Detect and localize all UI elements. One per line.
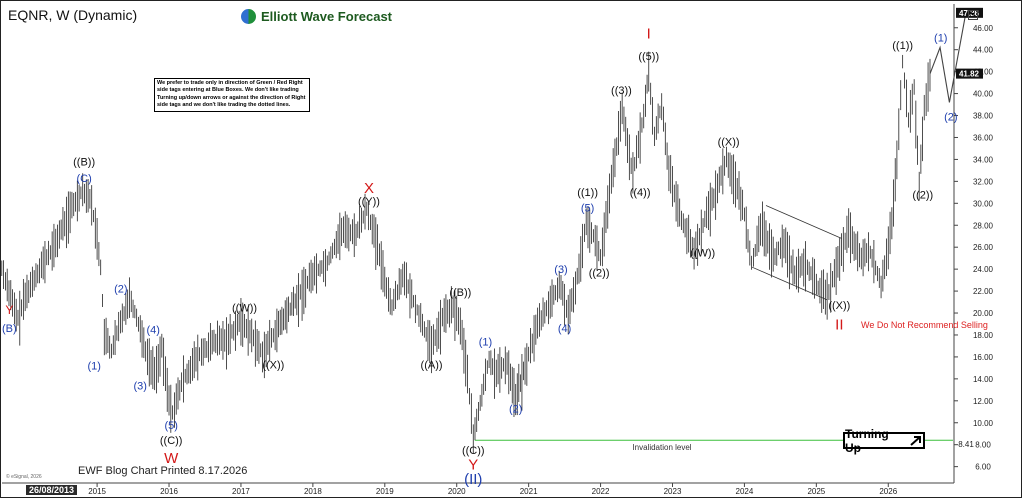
y-tick-label: 6.00 [975,463,991,472]
invalidation-label: Invalidation level [632,443,691,452]
wave-label: (3) [554,264,567,276]
copyright: © eSignal, 2026 [6,474,42,480]
channel-lower-line [751,266,828,301]
price-tag-box [956,68,983,79]
price-tag-label: 41.82 [959,70,980,79]
chart-settings-icon[interactable]: ▾ [968,10,978,20]
wave-label: ((A)) [421,359,443,371]
y-tick-label: 30.00 [973,199,994,208]
wave-label: ((2)) [589,267,610,279]
wave-label: II [835,316,843,333]
wave-label: (5) [581,203,594,215]
wave-label: (1) [934,32,947,44]
wave-label: (2) [509,403,522,415]
price-tag-label: 47.36 [959,9,980,18]
x-tick-label: 2017 [232,487,250,496]
y-tick-label: 46.00 [973,24,994,33]
trading-note: We prefer to trade only in direction of … [154,78,310,112]
wave-label: I [647,25,651,42]
invalidation-value: 8.41 [958,440,974,449]
turning-up-badge: Turning Up [843,427,925,455]
brand-name: Elliott Wave Forecast [261,9,392,24]
wave-label: ((1)) [892,40,913,52]
wave-label: ((2)) [912,189,933,201]
y-tick-label: 32.00 [973,177,994,186]
y-tick-label: 10.00 [973,419,994,428]
wave-label: ((1)) [577,187,598,199]
wave-label: ((5)) [638,51,659,63]
turning-up-label: Turning Up [845,426,889,455]
wave-label: (C) [77,173,92,185]
wave-label: ((Y)) [358,196,380,208]
wave-label: ((4)) [630,187,651,199]
wave-label: ((W)) [232,302,257,314]
y-tick-label: 22.00 [973,287,994,296]
y-tick-label: 16.00 [973,353,994,362]
selling-warning: We Do Not Recommend Selling [861,320,988,330]
wave-label: ((B)) [449,287,471,299]
first-date-tag: 26/08/2013 [26,485,78,495]
wave-label: (4) [558,323,571,335]
wave-label: (1) [87,361,100,373]
wave-label: ((X)) [828,300,850,312]
y-tick-label: 20.00 [973,309,994,318]
chart-title: EQNR, W (Dynamic) [8,7,138,23]
x-tick-label: 2024 [736,487,754,496]
wave-label: W [164,450,179,467]
wave-label: (3) [134,380,147,392]
wave-label: (5) [164,420,177,432]
price-series [0,51,931,454]
y-tick-label: 26.00 [973,243,994,252]
y-tick-label: 14.00 [973,375,994,384]
wave-label: Y [5,303,13,317]
x-tick-label: 2021 [520,487,538,496]
brand-logo: Elliott Wave Forecast [241,9,392,24]
wave-label: ((C)) [462,445,485,457]
wave-label: ((W)) [690,248,715,260]
x-tick-label: 2026 [879,487,897,496]
printed-date: EWF Blog Chart Printed 8.17.2026 [78,465,248,477]
arrow-up-right-icon [910,435,922,446]
x-tick-label: 2020 [448,487,466,496]
y-tick-label: 12.00 [973,397,994,406]
y-tick-label: 24.00 [973,265,994,274]
wave-label: Y [468,457,478,474]
x-tick-label: 2023 [664,487,682,496]
x-tick-label: 2018 [304,487,322,496]
y-tick-label: 8.00 [975,441,991,450]
wave-label: ((X)) [262,359,284,371]
y-tick-label: 42.00 [973,68,994,77]
y-tick-label: 38.00 [973,112,994,121]
wave-label: (2) [114,284,127,296]
x-tick-label: 2025 [807,487,825,496]
wave-label: ((3)) [611,85,632,97]
price-tag-box [956,7,983,18]
y-tick-label: 18.00 [973,331,994,340]
x-tick-label: 2022 [592,487,610,496]
y-tick-label: 34.00 [973,155,994,164]
wave-label: ((X)) [718,137,740,149]
wave-label: (4) [146,324,159,336]
projection-path [929,12,967,103]
wave-label: (2) [944,111,957,123]
y-tick-label: 36.00 [973,133,994,142]
x-tick-label: 2015 [88,487,106,496]
wave-label: X [364,180,374,197]
y-tick-label: 40.00 [973,90,994,99]
channel-upper-line [765,205,842,239]
wave-label: (II) [464,471,482,488]
globe-icon [241,9,256,24]
x-tick-label: 2019 [376,487,394,496]
x-tick-label: 2016 [160,487,178,496]
wave-label: (B) [2,323,17,335]
y-tick-label: 28.00 [973,221,994,230]
wave-label: ((C)) [160,435,183,447]
y-tick-label: 44.00 [973,46,994,55]
wave-label: (1) [479,336,492,348]
wave-label: ((B)) [73,156,95,168]
